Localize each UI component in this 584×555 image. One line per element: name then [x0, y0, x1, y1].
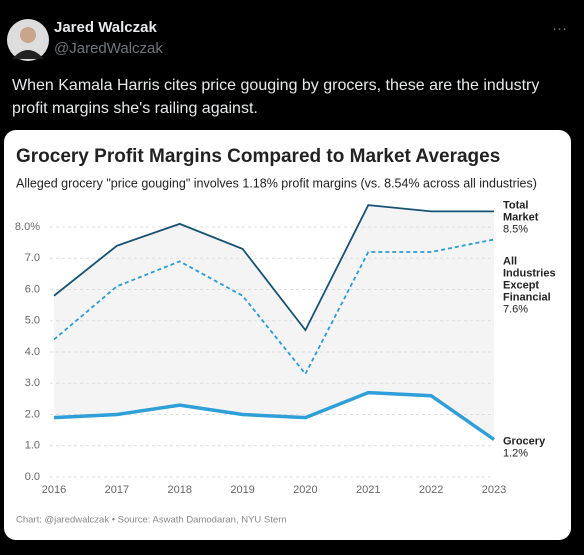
series-label-line: Market: [503, 211, 539, 223]
x-tick-label: 2019: [230, 484, 254, 496]
series-label: All Industries Except Financial: [503, 255, 556, 303]
x-tick-label: 2022: [419, 484, 443, 496]
author-handle[interactable]: @JaredWalczak: [54, 40, 163, 57]
series-label-line: Financial: [503, 291, 551, 303]
more-menu[interactable]: ···: [552, 20, 567, 37]
avatar-body: [12, 50, 44, 59]
chart-card[interactable]: Grocery Profit Margins Compared to Marke…: [4, 130, 571, 540]
y-tick-label: 1.0: [25, 440, 40, 452]
y-tick-label: 4.0: [25, 346, 40, 358]
series-line: [53, 390, 495, 441]
x-tick-label: 2020: [293, 484, 317, 496]
range-shading: [54, 205, 494, 440]
x-tick-label: 2023: [482, 484, 506, 496]
avatar-face: [20, 27, 36, 43]
x-tick-label: 2018: [167, 484, 191, 496]
series-line: [53, 238, 495, 376]
y-tick-label: 3.0: [25, 377, 40, 389]
series-label-line: Grocery: [503, 435, 546, 447]
y-tick-label: 2.0: [25, 408, 40, 420]
value-label: 8.5%: [503, 223, 528, 235]
x-tick-label: 2017: [105, 484, 129, 496]
series-label: Grocery: [503, 435, 546, 447]
chart-source: Chart: @jaredwalczak • Source: Aswath Da…: [16, 515, 287, 526]
y-tick-label: 8.0%: [15, 221, 40, 233]
value-label: 1.2%: [503, 447, 528, 459]
y-tick-label: 7.0: [25, 252, 40, 264]
avatar[interactable]: [7, 19, 49, 61]
x-tick-label: 2016: [42, 484, 66, 496]
y-tick-label: 0.0: [25, 471, 40, 483]
value-label: 7.6%: [503, 303, 528, 315]
series-label-line: All: [503, 255, 517, 267]
chart-title: Grocery Profit Margins Compared to Marke…: [16, 146, 500, 167]
series-label-line: Industries: [503, 267, 556, 279]
series-label: Total Market: [503, 199, 539, 223]
series-label-line: Total: [503, 199, 528, 211]
author-name[interactable]: Jared Walczak: [54, 19, 157, 36]
x-tick-label: 2021: [356, 484, 380, 496]
chart-subtitle: Alleged grocery "price gouging" involves…: [16, 176, 537, 190]
y-tick-label: 6.0: [25, 283, 40, 295]
tweet-text: When Kamala Harris cites price gouging b…: [12, 77, 540, 117]
series-line: [53, 204, 494, 332]
y-tick-label: 5.0: [25, 315, 40, 327]
series-label-line: Except: [503, 279, 539, 291]
